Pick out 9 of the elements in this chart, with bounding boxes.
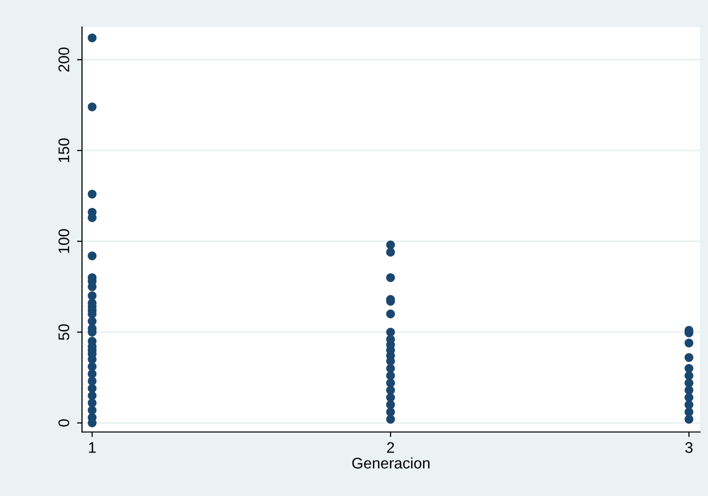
x-tick-label: 2	[387, 442, 394, 453]
y-tick-label: 100	[58, 229, 70, 253]
x-tick-label: 3	[685, 442, 693, 453]
y-tick-label: 150	[58, 138, 70, 162]
y-tick-label: 50	[58, 324, 70, 340]
x-axis-title: Generacion	[352, 457, 430, 469]
x-tick-label: 1	[89, 442, 96, 453]
y-tick-label: 200	[58, 48, 70, 72]
y-tick-label: 0	[58, 419, 70, 427]
